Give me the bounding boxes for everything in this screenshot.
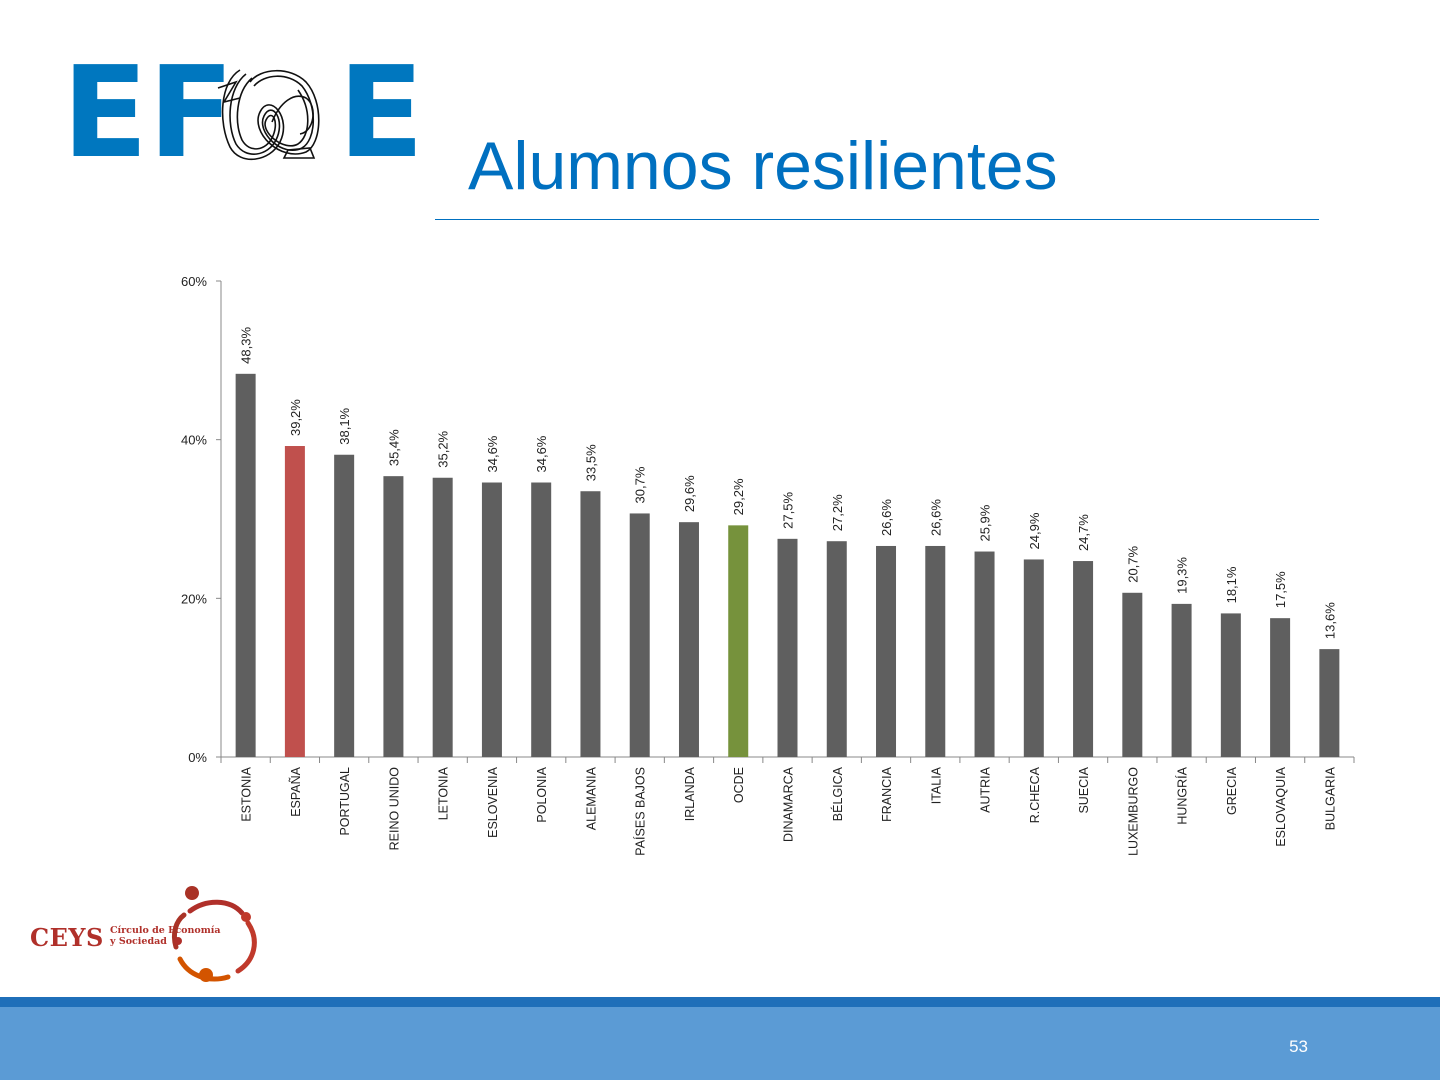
ceys-subtitle-line1: Círculo de Economía <box>110 925 221 936</box>
category-label: OCDE <box>732 767 746 803</box>
category-label: LETONIA <box>437 766 451 820</box>
category-label: ALEMANIA <box>584 766 598 830</box>
data-label: 13,6% <box>1322 602 1337 639</box>
data-label: 38,1% <box>337 407 352 444</box>
category-label: LUXEMBURGO <box>1126 767 1140 856</box>
bar <box>531 482 552 757</box>
bar <box>1270 618 1291 757</box>
data-label: 25,9% <box>978 504 993 541</box>
data-label: 24,9% <box>1027 512 1042 549</box>
bar <box>235 373 256 757</box>
data-label: 35,4% <box>386 429 401 466</box>
data-label: 17,5% <box>1273 571 1288 608</box>
data-label: 30,7% <box>633 466 648 503</box>
bar <box>974 551 995 757</box>
category-label: FRANCIA <box>880 766 894 822</box>
efige-logo: EF E <box>62 50 424 176</box>
bar <box>432 477 453 757</box>
bar <box>826 541 847 757</box>
category-label: PAÍSES BAJOS <box>633 767 648 856</box>
category-label: AUTRIA <box>979 766 993 813</box>
page-number: 53 <box>1289 1037 1308 1056</box>
category-label: ESPAÑA <box>289 766 303 816</box>
y-tick-label: 40% <box>181 433 207 448</box>
footer-bar: 53 <box>0 1007 1440 1080</box>
category-label: ESTONIA <box>240 766 254 821</box>
data-label: 26,6% <box>879 499 894 536</box>
category-label: PORTUGAL <box>338 767 352 836</box>
bar <box>678 522 699 757</box>
data-label: 24,7% <box>1076 514 1091 551</box>
chart-labels: 48,3% ESTONIA 39,2% ESPAÑA 38,1% PORTUGAL 35,4… <box>239 327 1338 856</box>
data-label: 26,6% <box>928 499 943 536</box>
footer-accent-line <box>0 997 1440 1007</box>
bar <box>284 446 305 757</box>
bar <box>1023 559 1044 757</box>
bar <box>1073 561 1094 757</box>
data-label: 19,3% <box>1175 557 1190 594</box>
data-label: 20,7% <box>1125 545 1140 582</box>
ceys-wordmark: CEYS <box>30 923 104 952</box>
category-label: GRECIA <box>1225 766 1239 815</box>
data-label: 39,2% <box>288 399 303 436</box>
category-label: POLONIA <box>535 766 549 822</box>
data-label: 18,1% <box>1224 566 1239 603</box>
category-label: BÉLGICA <box>830 766 845 821</box>
bar <box>629 513 650 757</box>
bar <box>580 491 601 757</box>
category-label: BULGARIA <box>1323 766 1337 830</box>
ceys-figures-icon <box>171 886 257 982</box>
ceys-subtitle: Círculo de Economía y Sociedad <box>110 925 221 947</box>
data-label: 35,2% <box>436 430 451 467</box>
data-label: 48,3% <box>239 327 254 364</box>
category-label: ESLOVAQUIA <box>1274 766 1288 846</box>
data-label: 34,6% <box>534 435 549 472</box>
bar <box>481 482 502 757</box>
y-tick-label: 20% <box>181 591 207 606</box>
data-label: 33,5% <box>583 444 598 481</box>
slide-title: Alumnos resilientes <box>468 128 1058 204</box>
title-underline <box>435 219 1319 220</box>
ceys-subtitle-line2: y Sociedad <box>110 936 167 947</box>
ceys-logo: CEYS Círculo de Economía y Sociedad <box>28 885 258 985</box>
logo-scribble-icon <box>217 69 320 161</box>
category-label: SUECIA <box>1077 766 1091 813</box>
category-label: ESLOVENIA <box>486 766 500 838</box>
bar <box>1122 592 1143 757</box>
bar <box>1171 603 1192 757</box>
category-label: IRLANDA <box>683 766 697 821</box>
data-label: 27,5% <box>781 492 796 529</box>
y-tick-label: 0% <box>188 750 207 765</box>
category-label: REINO UNIDO <box>387 767 401 851</box>
bar <box>1319 649 1340 757</box>
data-label: 34,6% <box>485 435 500 472</box>
category-label: ITALIA <box>929 766 943 804</box>
data-label: 27,2% <box>830 494 845 531</box>
bar <box>925 545 946 757</box>
bar <box>728 525 749 757</box>
category-label: R.CHECA <box>1028 766 1042 823</box>
bar <box>876 545 897 757</box>
chart-bars <box>235 373 1340 757</box>
bar <box>777 538 798 757</box>
bar <box>334 454 355 757</box>
data-label: 29,2% <box>731 478 746 515</box>
bar <box>383 476 404 757</box>
logo-letters-right: E <box>338 39 425 186</box>
category-label: DINAMARCA <box>782 766 796 842</box>
y-tick-label: 60% <box>181 274 207 289</box>
data-label: 29,6% <box>682 475 697 512</box>
category-label: HUNGRÍA <box>1175 766 1190 824</box>
bar <box>1220 613 1241 757</box>
logo-letters-left: EF <box>62 39 235 186</box>
